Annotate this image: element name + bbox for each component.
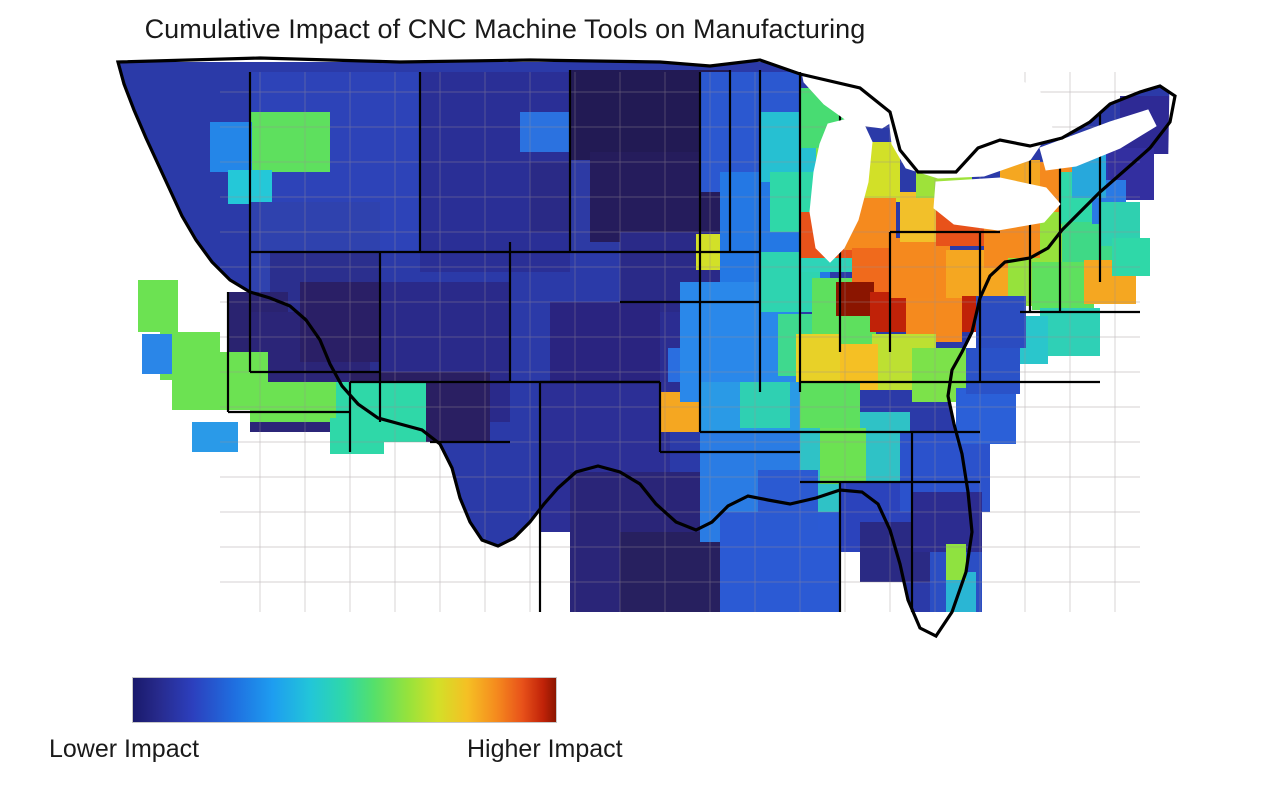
- great-lakes: [799, 57, 1157, 263]
- choropleth-map: [100, 52, 1190, 652]
- outside-mask: [100, 52, 1190, 652]
- colorbar: [132, 677, 557, 723]
- page-title: Cumulative Impact of CNC Machine Tools o…: [144, 14, 866, 44]
- colorbar-gradient: [132, 677, 557, 723]
- state-boundaries: [226, 70, 1140, 632]
- national-outline: [115, 56, 1177, 639]
- legend-labels: Lower Impact Higher Impact: [0, 735, 1280, 769]
- legend-label-lower: Lower Impact: [49, 735, 200, 763]
- region-west-coast-highlights: [138, 280, 426, 454]
- us-county-map-svg: [100, 52, 1190, 652]
- legend-label-higher: Higher Impact: [467, 735, 623, 763]
